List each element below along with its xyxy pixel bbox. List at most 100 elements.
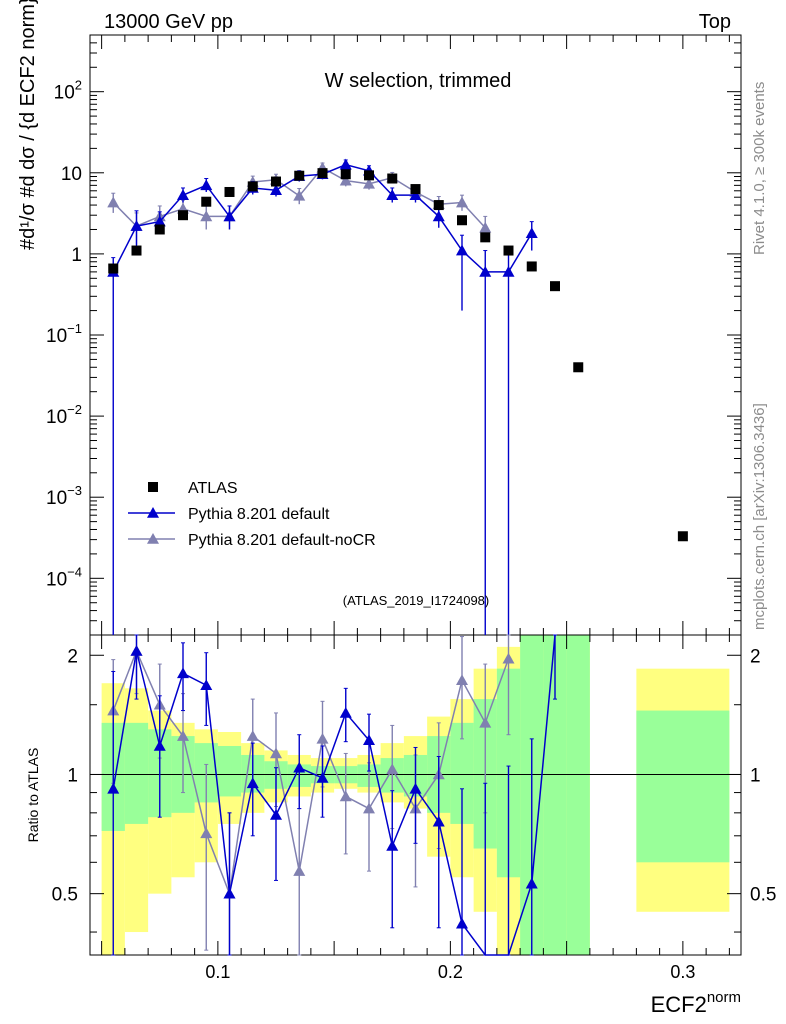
y-tick-label: 10−3: [46, 483, 82, 509]
atlas-marker: [108, 263, 119, 274]
y-tick-exp: −2: [67, 402, 82, 417]
ratio-default-marker: [200, 679, 213, 691]
default-marker: [502, 265, 515, 277]
x-tick-label: 0.2: [438, 962, 463, 982]
ratio-noCR-line: [112, 649, 510, 897]
atlas-marker: [294, 170, 305, 181]
ratio-noCR-marker: [270, 747, 282, 759]
noCR-marker: [363, 177, 375, 189]
ratio-default-marker: [525, 877, 538, 889]
default-marker: [200, 179, 213, 191]
y-tick-exp: −3: [67, 483, 82, 498]
y-tick-label: 10−2: [46, 402, 82, 428]
atlas-marker: [271, 176, 281, 187]
noCR-marker: [479, 221, 492, 233]
y-tick-base: 10: [46, 488, 67, 509]
atlas-marker: [178, 210, 188, 221]
ratio-default-marker: [432, 815, 445, 827]
header-right: Top: [699, 11, 731, 33]
atlas-marker: [224, 186, 235, 197]
y-tick-exp: −1: [67, 321, 82, 336]
default-marker: [456, 244, 468, 256]
y-tick-base: 10: [46, 326, 67, 347]
mcplots-label: mcplots.cern.ch [arXiv:1306.3436]: [751, 403, 768, 630]
chart-title: W selection, trimmed: [325, 70, 512, 92]
ratio-noCR-marker: [246, 730, 259, 741]
atlas-marker: [410, 184, 421, 195]
x-tick-label: 0.1: [205, 962, 230, 982]
default-marker: [479, 265, 492, 277]
y-tick-label: 10−4: [46, 564, 82, 590]
atlas-marker: [503, 245, 514, 256]
ratio-default-marker: [456, 917, 468, 929]
atlas-marker: [317, 168, 328, 179]
atlas-marker: [550, 281, 560, 292]
atlas-marker: [433, 200, 444, 211]
ratio-default-marker: [107, 782, 120, 794]
default-line: [112, 163, 533, 273]
y-tick-label: 102: [54, 78, 82, 104]
band-green-bin: [217, 745, 242, 797]
atlas-marker: [340, 169, 351, 180]
ratio-default-marker: [223, 887, 236, 899]
x-axis-label-sup: norm: [707, 989, 741, 1006]
atlas-marker: [154, 224, 165, 235]
atlas-marker: [573, 362, 584, 373]
ratio-default-marker: [270, 808, 282, 820]
ratio-noCR-marker: [502, 652, 515, 664]
ratio-y-tick-label-right: 0.5: [750, 885, 776, 906]
legend-label: Pythia 8.201 default-noCR: [188, 532, 376, 549]
band-green-bin: [636, 710, 730, 863]
default-marker: [386, 189, 399, 200]
series: ATLAS Pythia 8.201 default Pythia 8.201 de…: [107, 158, 688, 956]
atlas-marker: [677, 531, 688, 542]
y-tick-base: 10: [46, 407, 67, 428]
rivet-label: Rivet 4.1.0, ≥ 300k events: [751, 82, 768, 255]
atlas-marker: [247, 181, 258, 192]
ratio-noCR-marker: [363, 802, 375, 814]
ratio-default-marker: [177, 667, 189, 679]
y-tick-base: 10: [46, 569, 67, 590]
ratio-frame: [89, 634, 742, 956]
noCR-marker: [456, 196, 468, 208]
default-marker: [177, 189, 189, 200]
default-marker: [223, 210, 236, 222]
legend-label: ATLAS: [188, 480, 238, 497]
ratio-default-marker: [386, 839, 399, 851]
y-tick-label: 10: [61, 164, 82, 185]
ratio-noCR-marker: [339, 790, 352, 802]
ratio-default-marker: [409, 782, 422, 794]
legend-marker: [148, 482, 158, 492]
legend-marker: [147, 533, 159, 544]
y-tick-exp: 2: [75, 78, 82, 93]
main-ylabel: #d¹/σ #d dσ / {d ECF2 norm}: [17, 0, 39, 250]
ratio-default-marker: [339, 706, 352, 718]
atlas-marker: [201, 196, 212, 207]
x-axis-label-main: ECF2: [651, 992, 707, 1017]
ratio-y-tick-label-right: 2: [750, 646, 761, 667]
x-axis-label: ECF2norm: [651, 989, 741, 1017]
default-marker: [432, 210, 445, 222]
y-tick-base: 10: [54, 83, 75, 104]
atlas-marker: [387, 173, 398, 184]
x-tick-label: 0.3: [670, 962, 695, 982]
ratio-noCR-marker: [479, 716, 492, 728]
atlas-marker: [364, 170, 374, 181]
default-marker: [339, 158, 352, 170]
analysis-label: (ATLAS_2019_I1724098): [343, 593, 489, 608]
ratio-y-tick-label: 1: [67, 765, 78, 786]
header-left: 13000 GeV pp: [104, 11, 233, 33]
y-tick-label: 10−1: [46, 321, 82, 347]
legend-label: Pythia 8.201 default: [188, 506, 330, 523]
ratio-noCR-marker: [293, 865, 306, 876]
ratio-y-tick-label: 0.5: [52, 885, 78, 906]
noCR-marker: [200, 210, 213, 222]
default-marker: [130, 220, 143, 231]
ratio-default-marker: [363, 734, 375, 746]
y-tick-label: 1: [71, 245, 82, 266]
band-green-bin: [566, 635, 590, 955]
default-marker: [525, 227, 538, 238]
ratio-default-marker: [130, 645, 143, 656]
ratio-default-marker: [316, 771, 329, 783]
